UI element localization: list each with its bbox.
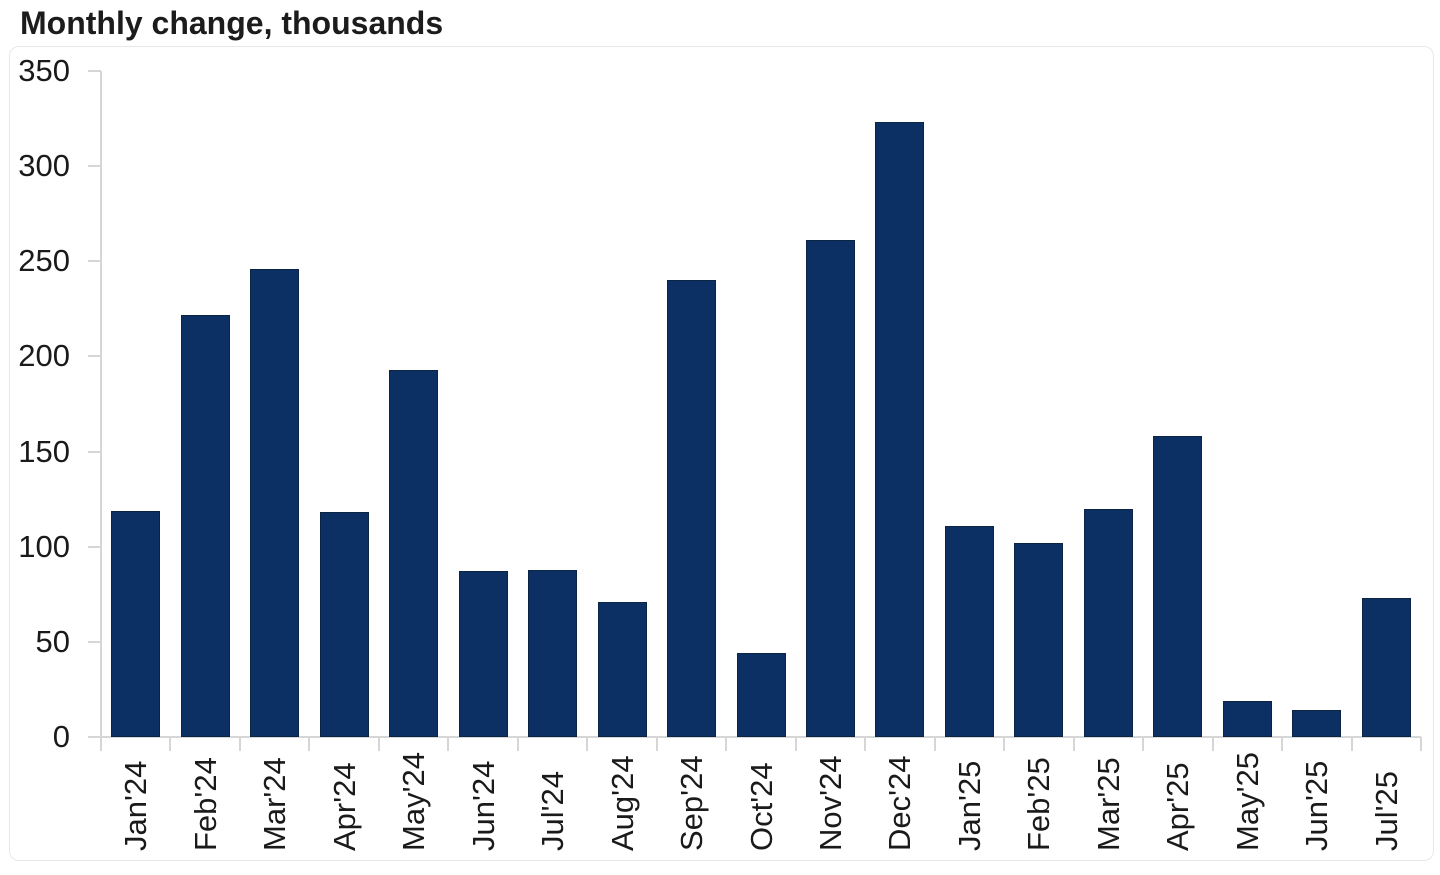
x-axis-tick bbox=[516, 737, 519, 751]
bar bbox=[1153, 436, 1203, 737]
y-axis-tick bbox=[88, 640, 101, 643]
x-axis-tick-label: Jun'25 bbox=[1299, 760, 1335, 851]
x-axis-tick-label: Mar'25 bbox=[1090, 757, 1126, 851]
x-axis-tick-label: Sep'24 bbox=[674, 755, 710, 851]
bar bbox=[597, 601, 647, 737]
x-axis-tick bbox=[377, 737, 380, 751]
x-axis-tick-label: Dec'24 bbox=[882, 755, 918, 851]
y-axis-tick-label: 0 bbox=[52, 719, 70, 754]
x-axis-tick-label: Aug'24 bbox=[604, 755, 640, 851]
bar bbox=[528, 569, 578, 737]
x-axis-tick-label: Jul'24 bbox=[535, 770, 571, 851]
x-axis-tick bbox=[1420, 737, 1422, 751]
bar bbox=[736, 653, 786, 737]
bar bbox=[1292, 710, 1342, 737]
x-axis-tick bbox=[1211, 737, 1214, 751]
x-axis-tick bbox=[1003, 737, 1006, 751]
x-axis-tick-label: Jan'25 bbox=[951, 760, 987, 851]
x-axis-tick-label: Mar'24 bbox=[257, 757, 293, 851]
x-axis-tick bbox=[655, 737, 658, 751]
chart-frame-border bbox=[9, 46, 1434, 861]
x-axis-tick-label: Nov'24 bbox=[812, 755, 848, 851]
y-axis-tick bbox=[88, 165, 101, 168]
bar bbox=[1083, 508, 1133, 737]
y-axis-tick bbox=[88, 545, 101, 548]
x-axis-tick-label: May'24 bbox=[396, 752, 432, 851]
x-axis-tick bbox=[1281, 737, 1284, 751]
y-axis-tick bbox=[88, 450, 101, 453]
x-axis-tick bbox=[1072, 737, 1075, 751]
x-axis-tick bbox=[100, 737, 102, 751]
x-axis-tick-label: May'25 bbox=[1229, 752, 1265, 851]
x-axis-tick bbox=[308, 737, 311, 751]
bar bbox=[875, 122, 925, 737]
x-axis-tick bbox=[447, 737, 450, 751]
bar bbox=[1222, 700, 1272, 737]
x-axis-tick bbox=[169, 737, 172, 751]
bar bbox=[180, 314, 230, 737]
x-axis-tick-label: Jun'24 bbox=[465, 760, 501, 851]
x-axis-tick-label: Jan'24 bbox=[118, 760, 154, 851]
y-axis-tick-label: 200 bbox=[18, 338, 70, 374]
bar bbox=[667, 280, 717, 737]
y-axis-tick-label: 350 bbox=[18, 53, 70, 88]
x-axis-tick bbox=[794, 737, 797, 751]
x-axis-tick-label: Oct'24 bbox=[743, 762, 779, 851]
bar bbox=[250, 268, 300, 737]
y-axis-tick bbox=[88, 736, 101, 738]
x-axis-tick bbox=[238, 737, 241, 751]
bar bbox=[458, 571, 508, 737]
bar bbox=[1014, 542, 1064, 737]
y-axis-line bbox=[100, 71, 102, 737]
y-axis-tick bbox=[88, 70, 101, 72]
x-axis-tick-label: Feb'24 bbox=[187, 757, 223, 851]
x-axis-tick bbox=[864, 737, 867, 751]
y-axis-tick bbox=[88, 355, 101, 358]
x-axis-tick-label: Apr'24 bbox=[326, 762, 362, 851]
x-axis-tick-label: Jul'25 bbox=[1368, 770, 1404, 851]
y-axis-tick-label: 50 bbox=[35, 623, 70, 659]
x-axis-tick bbox=[1142, 737, 1145, 751]
bar bbox=[944, 525, 994, 737]
x-axis-tick bbox=[586, 737, 589, 751]
x-axis-tick bbox=[725, 737, 728, 751]
x-axis-tick-label: Feb'25 bbox=[1021, 757, 1057, 851]
x-axis-tick bbox=[933, 737, 936, 751]
bar bbox=[1361, 598, 1411, 737]
x-axis-tick bbox=[1350, 737, 1353, 751]
bar bbox=[111, 510, 161, 737]
y-axis-tick-label: 150 bbox=[18, 433, 70, 469]
chart-title: Monthly change, thousands bbox=[20, 5, 444, 41]
x-axis-line bbox=[101, 736, 1421, 738]
bar bbox=[389, 369, 439, 737]
y-axis-tick bbox=[88, 260, 101, 263]
bar bbox=[319, 512, 369, 737]
bar bbox=[805, 240, 855, 737]
x-axis-tick-label: Apr'25 bbox=[1160, 762, 1196, 851]
y-axis-tick-label: 250 bbox=[18, 243, 70, 279]
y-axis-tick-label: 300 bbox=[18, 148, 70, 184]
y-axis-tick-label: 100 bbox=[18, 528, 70, 564]
